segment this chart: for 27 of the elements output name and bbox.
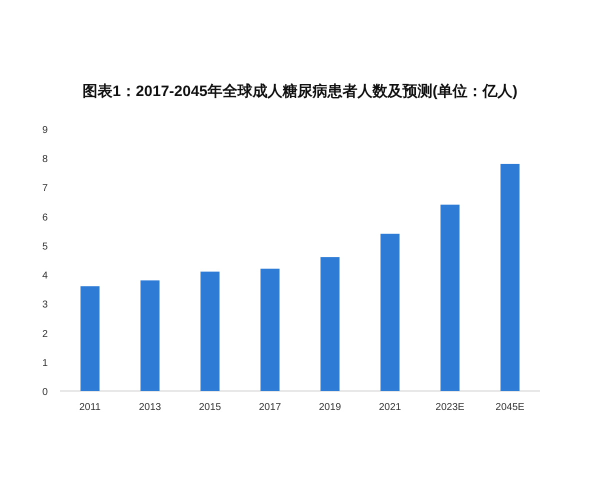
x-tick-label: 2011 — [79, 402, 102, 413]
y-tick-label: 0 — [42, 387, 48, 398]
y-tick-label: 3 — [42, 300, 48, 311]
y-tick-label: 1 — [42, 358, 48, 369]
x-tick-label: 2023E — [436, 402, 465, 413]
y-tick-label: 8 — [42, 154, 48, 166]
y-tick-label: 4 — [42, 270, 48, 282]
chart-title: 图表1：2017-2045年全球成人糖尿病患者人数及预测(单位：亿人) — [82, 83, 518, 100]
x-tick-label: 2045E — [496, 402, 525, 413]
bar — [200, 272, 220, 391]
y-tick-label: 5 — [42, 241, 48, 252]
x-tick-label: 2015 — [198, 402, 222, 413]
y-tick-label: 2 — [42, 328, 48, 340]
y-tick-label: 9 — [42, 125, 48, 136]
bar — [80, 286, 100, 391]
bar — [440, 204, 460, 391]
x-tick-label: 2017 — [258, 402, 282, 413]
y-tick-label: 6 — [42, 212, 48, 224]
bar — [140, 280, 160, 391]
x-tick-label: 2021 — [378, 402, 402, 413]
x-tick-label: 2019 — [318, 402, 342, 413]
bar — [380, 234, 400, 391]
bar — [260, 268, 280, 391]
bar — [320, 257, 340, 391]
y-tick-label: 7 — [42, 183, 48, 194]
x-tick-label: 2013 — [138, 402, 162, 413]
bar — [500, 164, 520, 391]
